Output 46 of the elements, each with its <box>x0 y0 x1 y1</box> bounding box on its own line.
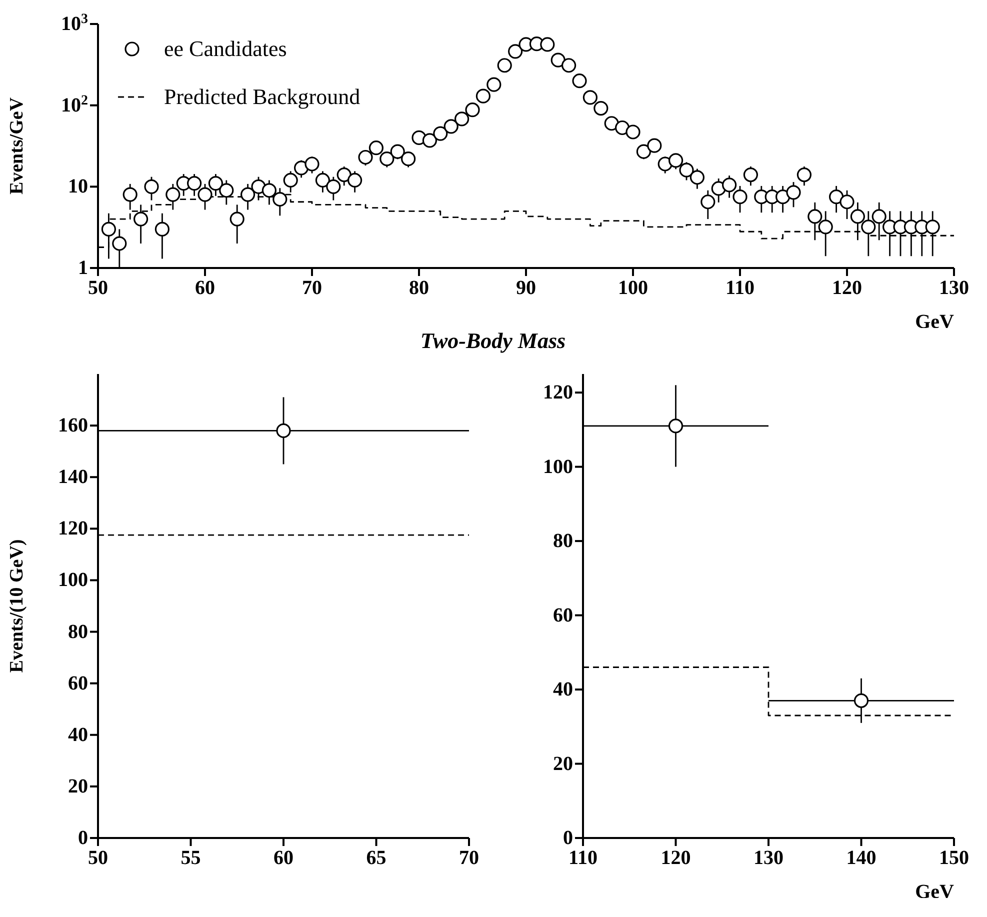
x-tick-label: 50 <box>88 277 108 299</box>
x-tick-label: 90 <box>516 277 536 299</box>
x-tick-label: 60 <box>195 277 215 299</box>
y-tick-label: 100 <box>58 569 88 592</box>
legend-label: Predicted Background <box>164 84 360 110</box>
legend-label: ee Candidates <box>164 36 287 62</box>
y-tick-label: 80 <box>68 620 88 643</box>
x-tick-label: 130 <box>939 277 969 299</box>
y-axis-title: Events/GeV <box>6 97 28 195</box>
x-tick-label: 70 <box>302 277 322 299</box>
y-tick-label: 140 <box>58 466 88 488</box>
x-axis-title: GeV <box>915 881 955 903</box>
y-tick-label: 0 <box>78 827 88 849</box>
y-tick-label: 120 <box>58 518 88 540</box>
y-tick-label: 120 <box>543 382 573 404</box>
text: Two-Body Mass <box>420 328 566 353</box>
y-tick-label: 40 <box>68 724 88 746</box>
y-tick-label: 60 <box>553 604 573 626</box>
x-tick-label: 140 <box>846 847 876 869</box>
y-tick-label: 20 <box>553 752 573 775</box>
x-tick-label: 120 <box>832 277 862 299</box>
x-tick-label: 120 <box>660 847 691 869</box>
y-tick-label: 40 <box>553 678 573 701</box>
x-tick-label: 65 <box>366 847 386 869</box>
x-tick-label: 100 <box>618 277 648 299</box>
x-tick-label: 110 <box>726 277 754 299</box>
x-tick-label: 130 <box>754 847 784 869</box>
y-tick-label: 80 <box>553 530 573 552</box>
x-tick-label: 150 <box>939 847 969 869</box>
y-tick-label: 100 <box>543 456 573 478</box>
y-tick-label: 10$^{3}$ <box>61 12 88 35</box>
y-tick-label: 10$^{2}$ <box>61 92 88 116</box>
x-axis-title: GeV <box>915 311 955 333</box>
x-tick-label: 70 <box>459 847 479 869</box>
x-tick-label: 110 <box>568 847 598 869</box>
x-tick-label: 50 <box>88 847 108 869</box>
y-axis-title: Events/(10 GeV) <box>6 539 28 673</box>
x-tick-label: 55 <box>180 847 201 869</box>
y-tick-label: 0 <box>563 827 573 849</box>
y-tick-label: 60 <box>68 672 88 694</box>
y-tick-label: 1 <box>78 257 88 279</box>
y-tick-label: 10 <box>68 176 88 198</box>
y-tick-label: 20 <box>68 775 88 798</box>
x-tick-label: 80 <box>409 277 429 299</box>
x-tick-label: 60 <box>274 847 294 869</box>
y-tick-label: 160 <box>58 414 88 437</box>
